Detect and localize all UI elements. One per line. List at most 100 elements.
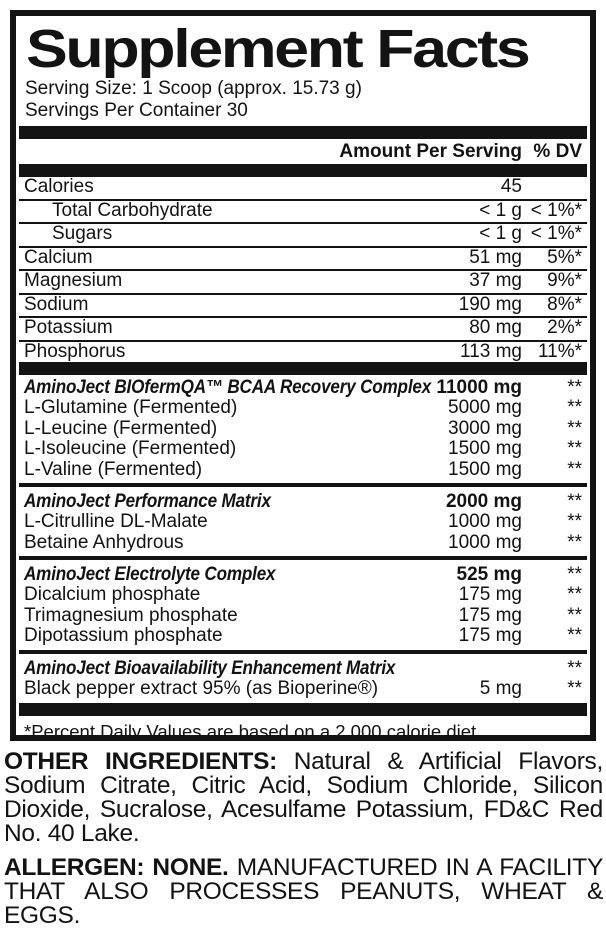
nutrient-name: Calories: [24, 176, 94, 197]
ingredient-name: L-Leucine (Fermented): [24, 417, 218, 439]
ingredient-amount: 5000 mg: [448, 397, 522, 418]
nutrient-row: Magnesium 37 mg 9%*: [19, 270, 587, 295]
ingredient-name: L-Isoleucine (Fermented): [24, 438, 237, 459]
ingredient-amount: 1500 mg: [448, 458, 522, 480]
allergen: ALLERGEN: NONE. MANUFACTURED IN A FACILI…: [4, 854, 603, 928]
other-ingredients: OTHER INGREDIENTS: Natural & Artificial …: [4, 748, 604, 847]
ingredient-dv: **: [567, 417, 582, 439]
ingredient-name: L-Citrulline DL-Malate: [24, 511, 208, 532]
complex-name: AminoJect Bioavailability Enhancement Ma…: [24, 657, 396, 679]
nutrient-dv: 2%*: [547, 317, 582, 338]
nutrient-row: Sugars < 1 g < 1%*: [19, 223, 587, 248]
nutrient-dv: < 1%*: [530, 223, 582, 244]
ingredient-row: L-Citrulline DL-Malate 1000 mg **: [19, 511, 587, 533]
supplement-facts-panel: Supplement Facts Serving Size: 1 Scoop (…: [10, 10, 596, 741]
ingredient-row: Trimagnesium phosphate 175 mg **: [19, 604, 587, 627]
ingredient-amount: 3000 mg: [448, 417, 522, 439]
ingredient-name: Dicalcium phosphate: [24, 584, 201, 605]
nutrient-row: Sodium 190 mg 8%*: [19, 293, 587, 318]
complex-header: AminoJect BIOfermQA™ BCAA Recovery Compl…: [19, 375, 587, 398]
complex-amount: 11000 mg: [436, 377, 522, 398]
ingredient-dv: **: [567, 625, 582, 646]
complex-name: AminoJect Electrolyte Complex: [24, 564, 276, 585]
ingredient-row: Black pepper extract 95% (as Bioperine®)…: [19, 677, 587, 700]
servings-per-container: Servings Per Container 30: [25, 99, 248, 121]
ingredient-dv: **: [567, 397, 582, 418]
nutrient-name: Phosphorus: [24, 340, 126, 362]
section-divider: [19, 649, 587, 654]
complex-dv: **: [567, 564, 582, 585]
ingredient-amount: 1000 mg: [448, 511, 522, 532]
nutrient-name: Total Carbohydrate: [52, 199, 213, 221]
ingredient-name: L-Glutamine (Fermented): [24, 397, 238, 418]
complex-header: AminoJect Bioavailability Enhancement Ma…: [19, 656, 587, 679]
complex-dv: **: [567, 491, 582, 512]
amount-per-serving-label: Amount Per Serving: [339, 141, 522, 162]
ingredient-dv: **: [567, 584, 582, 605]
nutrient-dv: < 1%*: [530, 199, 582, 221]
allergen-label: ALLERGEN: NONE.: [4, 854, 229, 881]
ingredient-row: L-Glutamine (Fermented) 5000 mg **: [19, 397, 587, 419]
divider-bar: [19, 126, 587, 139]
nutrient-dv: 11%*: [537, 340, 582, 362]
nutrient-row: Potassium 80 mg 2%*: [19, 317, 587, 342]
divider-bar: [19, 362, 587, 375]
complex-amount: 525 mg: [456, 564, 522, 585]
label-lower-text: OTHER INGREDIENTS: Natural & Artificial …: [4, 748, 604, 928]
nutrient-row: Phosphorus 113 mg 11%*: [19, 340, 587, 363]
nutrient-name: Sodium: [24, 293, 89, 315]
ingredient-dv: **: [567, 531, 582, 553]
complex-name: AminoJect BIOfermQA™ BCAA Recovery Compl…: [24, 377, 432, 398]
serving-size: Serving Size: 1 Scoop (approx. 15.73 g): [25, 78, 362, 99]
ingredient-name: L-Valine (Fermented): [24, 458, 203, 480]
ingredient-amount: 1000 mg: [448, 531, 522, 553]
ingredient-dv: **: [567, 677, 582, 699]
ingredient-amount: 175 mg: [458, 625, 522, 646]
nutrient-name: Magnesium: [24, 270, 123, 291]
ingredient-amount: 175 mg: [458, 584, 522, 605]
ingredient-row: L-Valine (Fermented) 1500 mg **: [19, 458, 587, 481]
nutrient-amount: < 1 g: [479, 199, 522, 221]
ingredient-name: Black pepper extract 95% (as Bioperine®): [24, 677, 379, 699]
nutrient-amount: 190 mg: [458, 293, 522, 315]
facts-title: Supplement Facts: [25, 19, 531, 79]
ingredient-amount: 5 mg: [479, 677, 522, 699]
nutrient-name: Potassium: [24, 317, 113, 338]
complex-amount: 2000 mg: [445, 491, 522, 512]
footnote-daily-values: *Percent Daily Values are based on a 2,0…: [24, 721, 477, 741]
nutrient-row: Calcium 51 mg 5%*: [19, 246, 587, 271]
nutrient-amount: 80 mg: [469, 317, 522, 338]
section-divider: [19, 483, 587, 487]
nutrient-name: Sugars: [52, 223, 113, 244]
complex-header: AminoJect Performance Matrix 2000 mg **: [19, 489, 587, 512]
ingredient-row: L-Isoleucine (Fermented) 1500 mg **: [19, 438, 587, 460]
section-divider: [19, 556, 587, 560]
divider-bar: [19, 164, 587, 177]
complex-dv: **: [567, 657, 582, 679]
nutrient-amount: 45: [500, 176, 522, 197]
ingredient-dv: **: [567, 511, 582, 532]
nutrient-row: Total Carbohydrate < 1 g < 1%*: [19, 199, 587, 224]
other-ingredients-text: Natural & Artificial Flavors, Sodium Cit…: [4, 748, 604, 847]
nutrient-amount: 51 mg: [469, 246, 522, 268]
nutrient-dv: 9%*: [547, 270, 582, 291]
complex-name: AminoJect Performance Matrix: [24, 491, 271, 512]
ingredient-name: Dipotassium phosphate: [24, 625, 223, 646]
ingredient-row: Dipotassium phosphate 175 mg **: [19, 625, 587, 647]
ingredient-name: Betaine Anhydrous: [24, 531, 184, 553]
ingredient-row: Dicalcium phosphate 175 mg **: [19, 584, 587, 606]
complex-dv: **: [567, 377, 582, 398]
nutrient-dv: 5%*: [547, 246, 582, 268]
nutrient-row: Calories 45: [19, 176, 587, 201]
nutrient-amount: 113 mg: [460, 340, 522, 362]
ingredient-name: Trimagnesium phosphate: [24, 604, 238, 626]
ingredient-row: L-Leucine (Fermented) 3000 mg **: [19, 417, 587, 440]
ingredient-dv: **: [567, 604, 582, 626]
ingredient-amount: 1500 mg: [448, 438, 522, 459]
divider-bar: [19, 703, 587, 716]
nutrient-name: Calcium: [24, 246, 93, 268]
ingredient-dv: **: [567, 458, 582, 480]
ingredient-dv: **: [567, 438, 582, 459]
nutrient-amount: 37 mg: [469, 270, 522, 291]
column-header: Amount Per Serving % DV: [19, 139, 587, 164]
